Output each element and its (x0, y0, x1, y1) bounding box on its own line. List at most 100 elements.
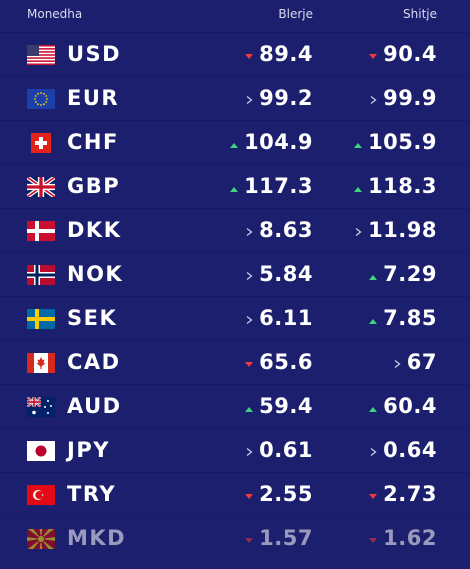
currency-code: GBP (67, 174, 121, 198)
icon-part (48, 353, 55, 373)
icon-part (27, 317, 55, 321)
icon-part (27, 89, 55, 109)
icon-part (354, 143, 363, 148)
icon-part (369, 494, 378, 499)
buy-rate-cell: 5.84 (244, 262, 313, 286)
flag (27, 221, 55, 245)
icon-part (245, 494, 254, 499)
trend-arrow (244, 218, 259, 242)
icon-part (246, 447, 253, 457)
buy-rate-cell: 89.4 (244, 42, 313, 66)
buy-rate-cell: 59.4 (244, 394, 313, 418)
buy-rate: 99.2 (259, 86, 313, 110)
icon-part (37, 535, 45, 543)
icon-part (41, 524, 56, 539)
icon-part (47, 412, 49, 414)
icon-part (27, 229, 55, 233)
icon-part (27, 45, 55, 65)
icon-part (245, 538, 254, 543)
buy-rate: 2.55 (259, 482, 313, 506)
sell-rate-cell: 7.85 (368, 306, 437, 330)
sell-rate-cell: 0.64 (368, 438, 437, 462)
icon-part (245, 494, 254, 499)
trend-arrow (244, 526, 259, 550)
flag (27, 45, 55, 69)
sell-rate: 90.4 (383, 42, 437, 66)
currency-code: NOK (67, 262, 124, 286)
sell-rate-cell: 90.4 (368, 42, 437, 66)
icon-part (37, 92, 39, 95)
icon-part (40, 104, 42, 106)
icon-part (25, 175, 57, 199)
icon-part (246, 315, 253, 325)
buy-rate: 5.84 (259, 262, 313, 286)
icon-part (230, 143, 239, 148)
flag (27, 441, 55, 465)
icon-part (27, 51, 55, 53)
flag (27, 265, 55, 289)
trend-arrow (368, 306, 383, 330)
sell-rate: 7.29 (383, 262, 437, 286)
icon-part (369, 54, 378, 59)
sell-rate: 118.3 (368, 174, 437, 198)
trend-arrow (368, 526, 383, 550)
buy-rate: 8.63 (259, 218, 313, 242)
flag (23, 521, 59, 557)
sell-rate-cell: 7.29 (368, 262, 437, 286)
sell-rate-cell: 60.4 (368, 394, 437, 418)
trend-arrow (368, 262, 383, 286)
icon-part (355, 227, 362, 237)
icon-part (27, 89, 55, 109)
buy-rate-cell: 99.2 (244, 86, 313, 110)
icon-part (50, 405, 52, 407)
currency-row: GBP 117.3 118.3 (0, 164, 470, 209)
trend-arrow (244, 350, 259, 374)
buy-rate-cell: 8.63 (244, 218, 313, 242)
icon-part (46, 98, 48, 100)
icon-part (369, 494, 378, 499)
flag (27, 309, 55, 333)
trend-arrow (353, 174, 368, 198)
icon-part (369, 54, 378, 59)
icon-part (37, 103, 39, 106)
icon-part (34, 95, 37, 97)
icon-part (394, 359, 401, 369)
currency-row: SEK 6.11 7.85 (0, 296, 470, 341)
icon-part (27, 60, 55, 62)
icon-part (41, 493, 44, 497)
icon-part (27, 54, 55, 56)
sell-rate-cell: 118.3 (353, 174, 437, 198)
flag (27, 397, 55, 421)
currency-code: CHF (67, 130, 119, 154)
flag (27, 133, 55, 157)
icon-part (246, 315, 253, 325)
icon-part (40, 366, 42, 369)
icon-part (47, 400, 49, 402)
icon-part (27, 45, 39, 56)
currency-code: JPY (67, 438, 110, 462)
icon-part (44, 406, 46, 408)
currency-row: DKK 8.63 11.98 (0, 208, 470, 253)
currency-code: SEK (67, 306, 118, 330)
icon-part (27, 309, 55, 329)
trend-arrow (244, 262, 259, 286)
sell-rate: 0.64 (383, 438, 437, 462)
icon-part (27, 397, 41, 407)
icon-part (369, 275, 378, 280)
currency-row: CHF 104.9 105.9 (0, 120, 470, 165)
sell-rate: 11.98 (368, 218, 437, 242)
sell-rate-cell: 11.98 (353, 218, 437, 242)
trend-arrow (368, 482, 383, 506)
icon-part (245, 362, 254, 367)
sell-rate: 1.62 (383, 526, 437, 550)
icon-part (27, 353, 34, 373)
icon-part (27, 397, 55, 417)
flag (27, 353, 55, 377)
icon-part (394, 359, 401, 369)
trend-arrow (244, 306, 259, 330)
trend-arrow (244, 438, 259, 462)
icon-part (35, 491, 44, 499)
icon-part (230, 143, 239, 148)
trend-arrow (244, 42, 259, 66)
